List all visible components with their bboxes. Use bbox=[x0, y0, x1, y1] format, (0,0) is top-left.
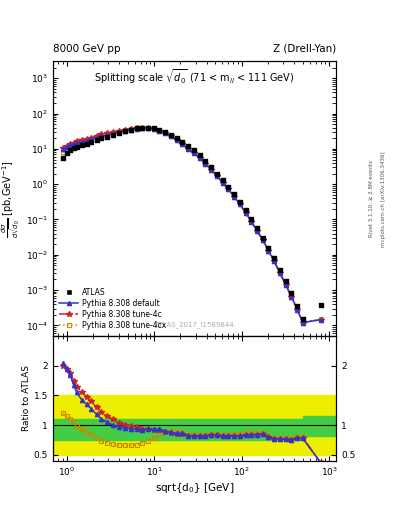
Point bbox=[156, 126, 163, 134]
Point bbox=[318, 301, 324, 309]
Point bbox=[242, 206, 249, 215]
Point bbox=[151, 124, 157, 133]
Point bbox=[248, 216, 254, 224]
Point bbox=[173, 134, 180, 142]
Point bbox=[283, 277, 289, 285]
Point bbox=[121, 127, 128, 135]
Point bbox=[128, 125, 134, 134]
Point bbox=[191, 146, 197, 155]
Point bbox=[277, 266, 283, 274]
Point bbox=[84, 140, 90, 148]
Point bbox=[219, 176, 226, 184]
Point bbox=[299, 315, 306, 323]
Point bbox=[294, 302, 300, 310]
Point bbox=[225, 183, 231, 191]
Legend: ATLAS, Pythia 8.308 default, Pythia 8.308 tune-4c, Pythia 8.308 tune-4cx: ATLAS, Pythia 8.308 default, Pythia 8.30… bbox=[57, 286, 169, 332]
Y-axis label: Ratio to ATLAS: Ratio to ATLAS bbox=[22, 366, 31, 432]
Point bbox=[168, 131, 174, 139]
Point bbox=[202, 157, 209, 165]
Point bbox=[88, 138, 94, 146]
Point bbox=[260, 234, 266, 242]
Point bbox=[116, 129, 123, 137]
Bar bbox=[303, 395, 336, 455]
X-axis label: sqrt{d$_0$} [GeV]: sqrt{d$_0$} [GeV] bbox=[155, 481, 234, 495]
Text: Splitting scale $\sqrt{d_0}$ (71 < m$_{ll}$ < 111 GeV): Splitting scale $\sqrt{d_0}$ (71 < m$_{l… bbox=[94, 67, 295, 86]
Point bbox=[185, 142, 191, 150]
Bar bbox=[303, 416, 336, 436]
Point bbox=[63, 149, 70, 157]
Point bbox=[196, 152, 203, 160]
Point bbox=[208, 163, 214, 172]
Text: Rivet 3.1.10; ≥ 2.8M events: Rivet 3.1.10; ≥ 2.8M events bbox=[369, 160, 374, 237]
Point bbox=[237, 198, 243, 206]
Point bbox=[254, 224, 260, 232]
Point bbox=[214, 169, 220, 178]
Point bbox=[133, 124, 140, 133]
Bar bbox=[53, 395, 303, 455]
Point bbox=[145, 123, 151, 132]
Point bbox=[110, 131, 116, 139]
Point bbox=[79, 141, 85, 150]
Text: 8000 GeV pp: 8000 GeV pp bbox=[53, 44, 121, 54]
Point bbox=[271, 254, 277, 262]
Point bbox=[288, 288, 295, 296]
Point bbox=[67, 146, 73, 155]
Point bbox=[265, 244, 272, 252]
Point bbox=[162, 128, 168, 136]
Point bbox=[231, 190, 237, 198]
Point bbox=[60, 154, 66, 162]
Point bbox=[94, 136, 100, 144]
Point bbox=[104, 133, 110, 141]
Y-axis label: $\frac{d\sigma}{d\sqrt{d_0}}$ [pb,GeV$^{-1}$]: $\frac{d\sigma}{d\sqrt{d_0}}$ [pb,GeV$^{… bbox=[0, 160, 23, 238]
Text: ATLAS_2017_I1589844: ATLAS_2017_I1589844 bbox=[155, 321, 234, 328]
Bar bbox=[53, 419, 303, 440]
Text: mcplots.cern.ch [arXiv:1306.3436]: mcplots.cern.ch [arXiv:1306.3436] bbox=[381, 151, 386, 247]
Text: Z (Drell-Yan): Z (Drell-Yan) bbox=[273, 44, 336, 54]
Point bbox=[179, 138, 185, 146]
Point bbox=[70, 144, 77, 152]
Point bbox=[73, 143, 80, 151]
Point bbox=[98, 134, 105, 142]
Point bbox=[139, 123, 145, 132]
